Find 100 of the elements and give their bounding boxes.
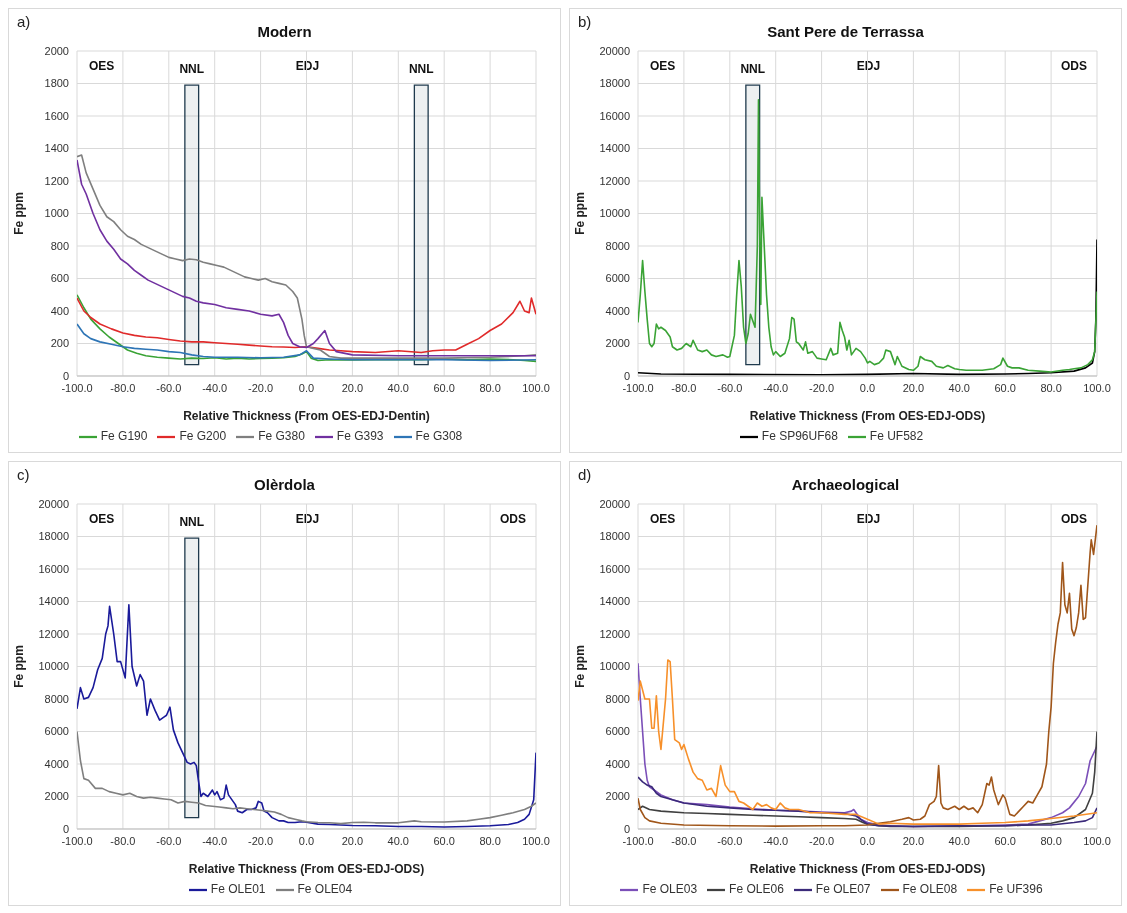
y-tick-label: 8000 [605, 239, 630, 252]
annotation: OES [650, 59, 676, 73]
x-tick-label: 20.0 [902, 381, 925, 394]
x-tick-label: 80.0 [1040, 834, 1062, 847]
x-tick-label: -20.0 [248, 381, 274, 394]
y-tick-label: 20000 [599, 44, 630, 57]
x-tick-label: 60.0 [994, 381, 1016, 394]
chart-title: Archaeological [791, 476, 900, 493]
legend-label: Fe G393 [336, 429, 384, 444]
y-axis-title: Fe ppm [573, 192, 588, 235]
y-tick-label: 2000 [605, 337, 630, 350]
x-tick-label: 40.0 [948, 834, 971, 847]
y-tick-label: 0 [62, 822, 69, 835]
y-tick-label: 12000 [599, 627, 630, 640]
band-label: NNL [740, 62, 766, 77]
band-label: NNL [408, 62, 434, 77]
y-tick-label: 400 [50, 304, 69, 317]
y-tick-label: 1800 [44, 77, 69, 90]
line-series [77, 730, 536, 825]
x-tick-label: -80.0 [671, 381, 697, 394]
y-tick-label: 4000 [44, 757, 69, 770]
x-tick-label: 20.0 [341, 834, 364, 847]
line-series [77, 323, 536, 362]
legend-label: Fe OLE06 [729, 882, 784, 897]
x-tick-label: -40.0 [763, 381, 789, 394]
x-tick-label: 20.0 [902, 834, 925, 847]
legend-label: Fe SP96UF68 [761, 429, 838, 444]
line-series [77, 297, 536, 354]
x-tick-label: -80.0 [671, 834, 697, 847]
y-tick-label: 10000 [599, 207, 630, 220]
y-tick-label: 14000 [599, 142, 630, 155]
y-tick-label: 2000 [605, 790, 630, 803]
x-tick-label: 0.0 [298, 381, 315, 394]
y-tick-label: 0 [62, 369, 69, 382]
band-label: NNL [179, 62, 205, 77]
x-tick-label: -40.0 [763, 834, 789, 847]
y-tick-label: 1200 [44, 174, 69, 187]
x-tick-label: -20.0 [809, 381, 835, 394]
x-tick-label: 60.0 [994, 834, 1016, 847]
y-tick-label: 600 [50, 272, 69, 285]
x-tick-label: 40.0 [387, 834, 410, 847]
legend-label: Fe OLE07 [815, 882, 871, 897]
legend-label: Fe G190 [100, 429, 148, 444]
x-axis-title: Relative Thickness (From OES-EDJ-ODS) [749, 409, 986, 423]
band-label: NNL [179, 515, 205, 530]
y-tick-label: 6000 [44, 725, 69, 738]
text: d) [578, 466, 592, 483]
y-tick-label: 1000 [44, 207, 69, 220]
x-tick-label: 100.0 [1083, 381, 1111, 394]
legend-label: Fe OLE04 [297, 882, 353, 897]
y-axis-title: Fe ppm [12, 192, 27, 235]
legend-label: Fe UF582 [869, 429, 924, 444]
y-tick-label: 0 [623, 369, 630, 382]
y-tick-label: 200 [50, 337, 69, 350]
x-tick-label: 80.0 [479, 381, 501, 394]
x-tick-label: -80.0 [110, 834, 136, 847]
x-tick-label: 60.0 [433, 834, 455, 847]
legend-label: Fe OLE03 [642, 882, 698, 897]
chart-title: Sant Pere de Terrassa [767, 23, 924, 40]
y-tick-label: 12000 [599, 174, 630, 187]
y-tick-label: 10000 [38, 660, 69, 673]
x-tick-label: -60.0 [156, 381, 182, 394]
y-tick-label: 14000 [38, 595, 69, 608]
x-axis-title: Relative Thickness (From OES-EDJ-ODS) [749, 862, 986, 876]
x-tick-label: 0.0 [859, 381, 876, 394]
x-tick-label: 40.0 [387, 381, 410, 394]
annotation: OES [89, 512, 115, 526]
y-tick-label: 1600 [44, 109, 69, 122]
x-axis-title: Relative Thickness (From OES-EDJ-Dentin) [183, 409, 430, 423]
x-tick-label: -100.0 [622, 381, 654, 394]
y-tick-label: 4000 [605, 304, 630, 317]
chart-title: Olèrdola [254, 476, 315, 493]
x-axis-title: Relative Thickness (From OES-EDJ-ODS) [188, 862, 425, 876]
x-tick-label: 60.0 [433, 381, 455, 394]
y-tick-label: 1400 [44, 142, 69, 155]
y-tick-label: 20000 [599, 497, 630, 510]
x-tick-label: 80.0 [1040, 381, 1062, 394]
x-tick-label: 0.0 [859, 834, 876, 847]
text: c) [17, 466, 30, 483]
y-tick-label: 18000 [38, 530, 69, 543]
y-axis-title: Fe ppm [573, 645, 588, 688]
y-tick-label: 16000 [599, 109, 630, 122]
y-tick-label: 18000 [599, 77, 630, 90]
y-tick-label: 2000 [44, 790, 69, 803]
text: a) [17, 13, 31, 30]
x-tick-label: 80.0 [479, 834, 501, 847]
x-tick-label: -60.0 [156, 834, 182, 847]
y-tick-label: 16000 [599, 562, 630, 575]
chart-title: Modern [257, 23, 312, 40]
x-tick-label: 100.0 [522, 381, 550, 394]
x-tick-label: -80.0 [110, 381, 136, 394]
line-series [638, 98, 1097, 373]
x-tick-label: -100.0 [61, 834, 93, 847]
x-tick-label: 20.0 [341, 381, 364, 394]
x-tick-label: -60.0 [717, 834, 743, 847]
legend-label: Fe OLE08 [902, 882, 958, 897]
y-tick-label: 0 [623, 822, 630, 835]
annotation: OES [650, 512, 676, 526]
x-tick-label: 0.0 [298, 834, 315, 847]
legend-label: Fe G200 [179, 429, 227, 444]
